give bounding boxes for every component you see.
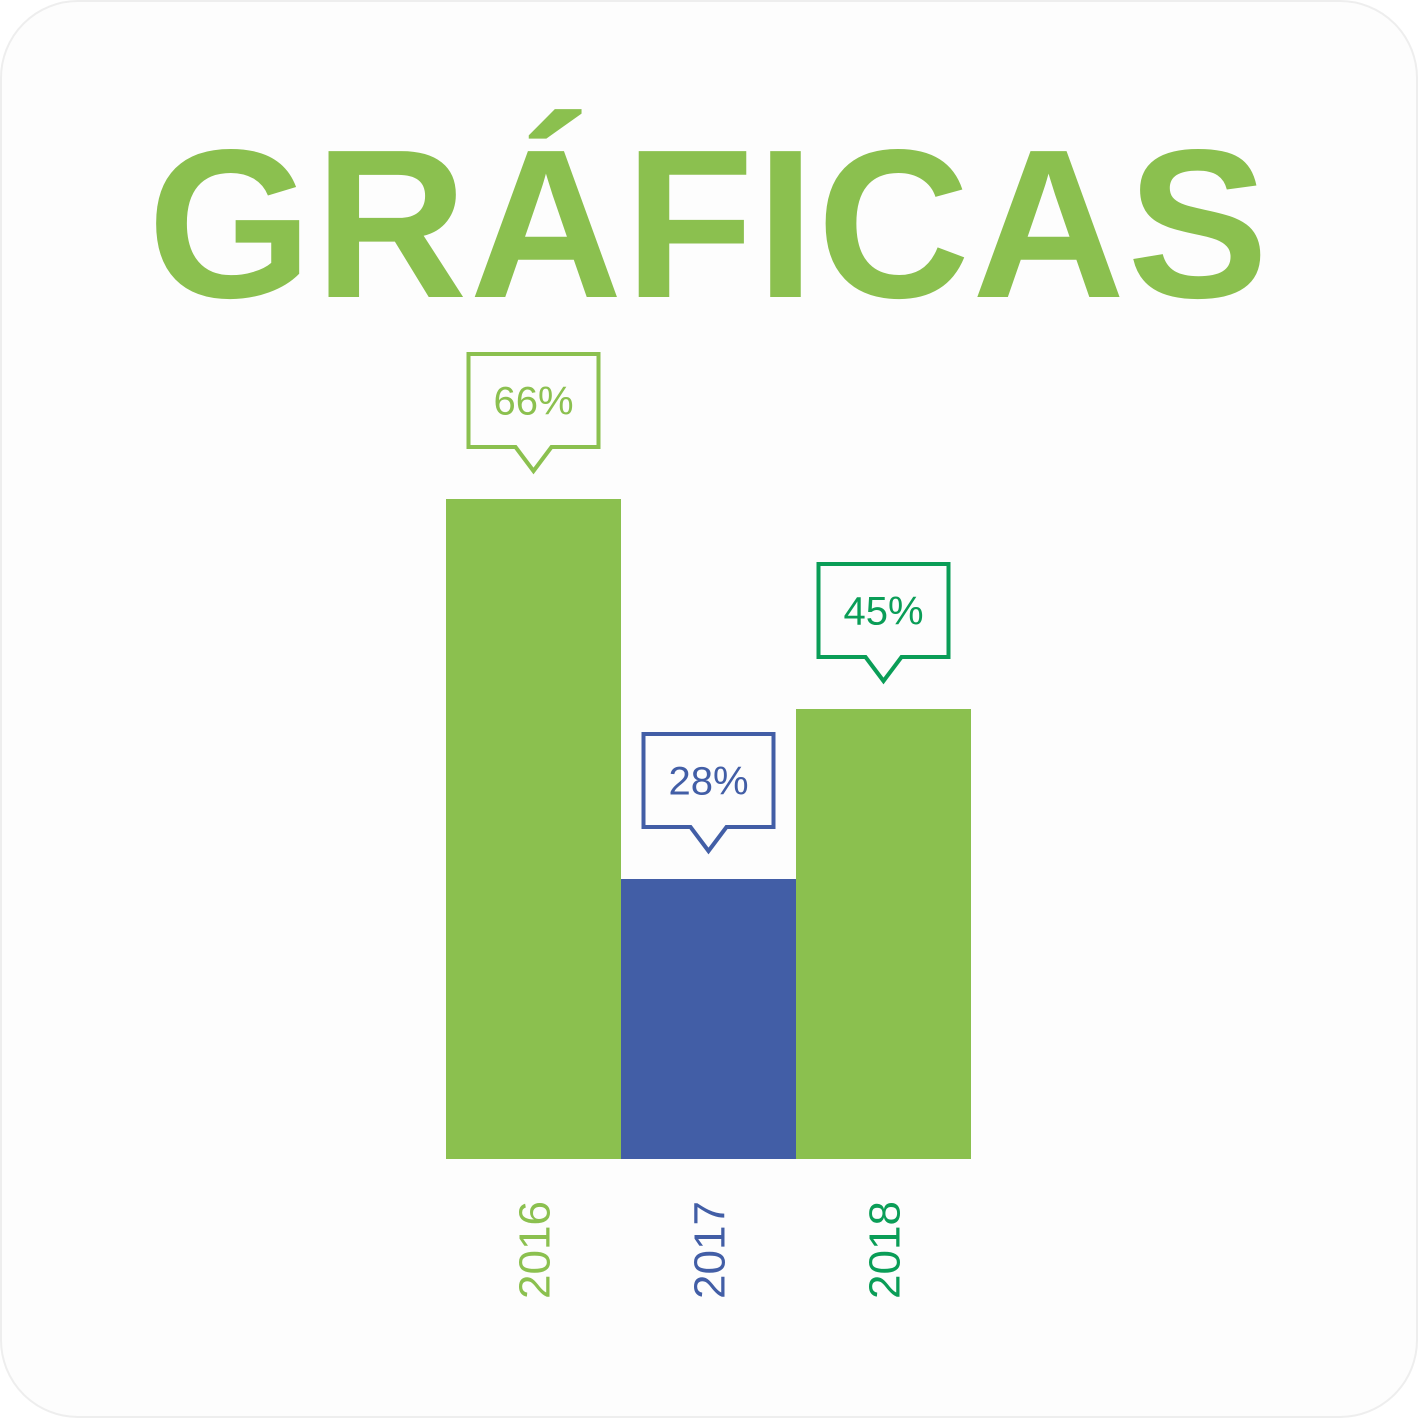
value-label-2018: 45%	[843, 590, 923, 634]
bar-2018	[796, 709, 971, 1159]
bar-2016	[446, 499, 621, 1159]
x-tick-label-2016: 2016	[511, 1201, 560, 1299]
callout-bubble-2018	[816, 562, 951, 685]
value-label-2017: 28%	[668, 760, 748, 804]
x-tick-label-2017: 2017	[686, 1201, 735, 1299]
bar-2017	[621, 879, 796, 1159]
value-label-2016: 66%	[493, 380, 573, 424]
callout-bubble-2017	[641, 732, 776, 855]
callout-bubble-2016	[466, 352, 601, 475]
chart-title: GRÁFICAS	[147, 105, 1271, 342]
x-tick-label-2018: 2018	[861, 1201, 910, 1299]
